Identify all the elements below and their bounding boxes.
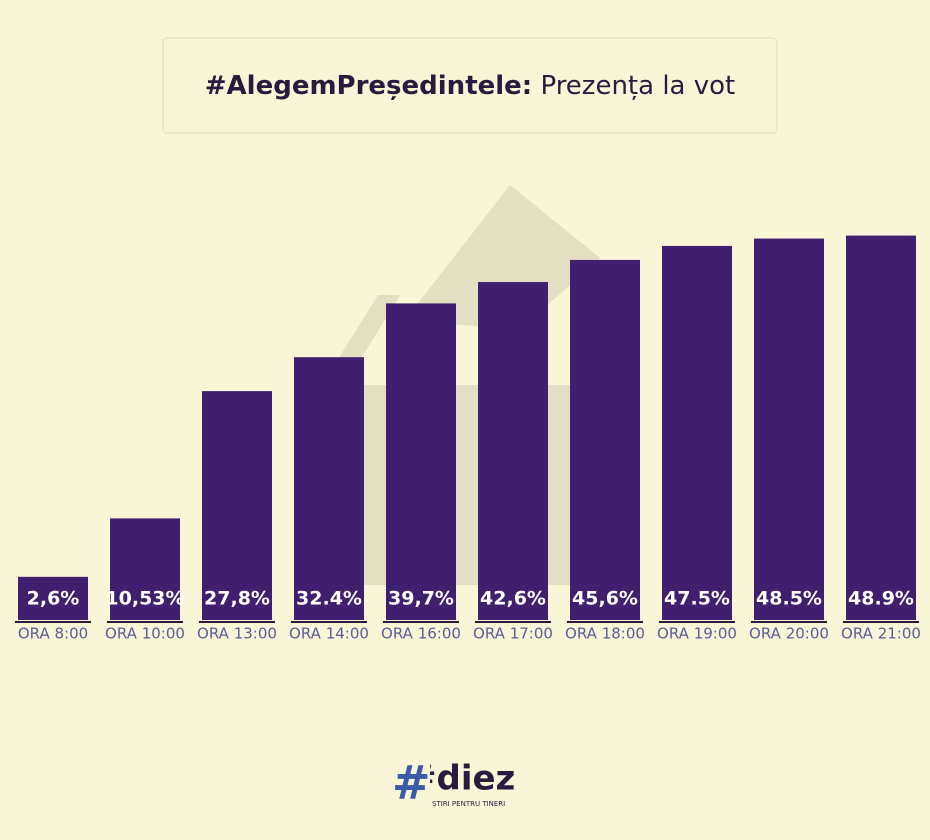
bar <box>662 245 732 621</box>
title-line: #AlegemPreședintele: Prezența la vot <box>205 71 735 101</box>
x-tick-label: ORA 10:00 <box>105 625 185 643</box>
value-label: 47.5% <box>664 588 730 610</box>
bar <box>202 391 272 620</box>
logo-tagline: ȘTIRI PENTRU TINERI <box>432 800 505 808</box>
value-label: 48.5% <box>756 588 822 610</box>
bar <box>386 303 456 620</box>
chart-subtitle: Prezența la vot <box>540 71 735 101</box>
chart-title: #AlegemPreședintele: <box>205 71 532 101</box>
value-label: 45,6% <box>572 588 638 610</box>
value-label: 2,6% <box>27 588 80 610</box>
value-label: 48.9% <box>848 588 914 610</box>
value-label: 27,8% <box>204 588 270 610</box>
x-tick-label: ORA 16:00 <box>381 625 461 643</box>
bar <box>754 238 824 620</box>
x-tick-label: ORA 19:00 <box>657 625 737 643</box>
x-tick-label: ORA 14:00 <box>289 625 369 643</box>
x-tick-label: ORA 20:00 <box>749 625 829 643</box>
x-tick-label: ORA 8:00 <box>18 625 88 643</box>
x-tick-label: ORA 21:00 <box>841 625 921 643</box>
x-tick-label: ORA 17:00 <box>473 625 553 643</box>
bar <box>846 235 916 620</box>
value-label: 42,6% <box>480 588 546 610</box>
x-tick-label: ORA 18:00 <box>565 625 645 643</box>
value-label: 32.4% <box>296 588 362 610</box>
bar <box>18 576 88 620</box>
value-label: 10,53% <box>105 588 184 610</box>
bars: 2,6% ORA 8:00 10,53% ORA 10:00 27,8% ORA 13:0… <box>15 235 921 643</box>
bar <box>110 518 180 620</box>
value-label: 39,7% <box>388 588 454 610</box>
bar <box>570 259 640 620</box>
logo-hash: # <box>392 756 431 810</box>
title-box <box>162 37 778 134</box>
bar <box>478 282 548 620</box>
bar <box>294 357 364 620</box>
x-tick-label: ORA 13:00 <box>197 625 277 643</box>
logo: # #diez ȘTIRI PENTRU TINERI <box>392 756 515 810</box>
